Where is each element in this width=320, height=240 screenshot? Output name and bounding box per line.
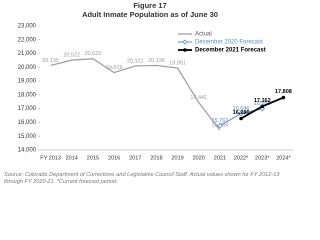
y-tick-label: 14,000 (18, 148, 37, 154)
value-label: 15,767 (212, 118, 229, 124)
marker (281, 95, 286, 100)
marker (239, 116, 243, 121)
x-tick-label: 2020 (193, 155, 205, 161)
y-tick-label: 16,000 (18, 120, 37, 126)
y-tick-label: 17,000 (18, 106, 37, 112)
figure-label: Figure 17 (133, 1, 166, 10)
y-tick-label: 15,000 (18, 134, 37, 140)
y-tick-label: 23,000 (18, 24, 37, 30)
value-label: 17,808 (275, 89, 292, 95)
x-tick-label: 2014 (66, 155, 78, 161)
marker (217, 122, 223, 129)
value-label: 17,441 (190, 95, 207, 101)
value-label: 16,995 (254, 101, 271, 107)
series-line (50, 58, 221, 131)
x-tick-label: 2022* (234, 155, 249, 161)
x-tick-label: 2018 (150, 155, 162, 161)
value-label: 20,101 (127, 58, 144, 64)
chart: Figure 17 Adult Inmate Population as of … (18, 1, 294, 161)
legend-label: December 2021 Forecast (195, 48, 266, 54)
y-tick-label: 22,000 (18, 37, 37, 43)
value-label: 17,162 (254, 98, 271, 104)
legend-marker (183, 48, 187, 52)
value-label: 20,136 (148, 58, 165, 64)
x-tick-label: 2024* (276, 155, 291, 161)
x-tick-label: 2019 (171, 155, 183, 161)
legend-label: Actual (195, 32, 212, 38)
x-tick-label: 2023* (255, 155, 270, 161)
value-label: 20,522 (63, 53, 80, 59)
x-tick-label: 2016 (108, 155, 120, 161)
y-tick-label: 21,000 (18, 51, 37, 57)
value-label: 19,951 (169, 60, 186, 66)
legend-marker (182, 39, 188, 45)
value-label: 16,646 (233, 106, 250, 112)
y-tick-label: 19,000 (18, 79, 37, 85)
marker (238, 110, 244, 117)
x-tick-label: 2015 (87, 155, 99, 161)
value-label: 20,623 (85, 51, 102, 57)
chart-title: Adult Inmate Population as of June 30 (82, 10, 218, 19)
value-label: 19,619 (106, 65, 123, 71)
page: Figure 17 Adult Inmate Population as of … (4, 0, 294, 186)
y-tick-label: 20,000 (18, 65, 37, 71)
value-label: 16,286 (233, 110, 250, 116)
x-tick-label: 2021 (214, 155, 226, 161)
source-note: Source: Colorado Department of Correctio… (4, 172, 280, 186)
x-tick-label: FY 2013 (40, 155, 61, 161)
y-tick-label: 18,000 (18, 92, 37, 98)
legend-label: December 2020 Forecast (195, 40, 263, 46)
value-label: 20,135 (42, 58, 59, 64)
x-tick-label: 2017 (129, 155, 141, 161)
marker (260, 104, 265, 109)
